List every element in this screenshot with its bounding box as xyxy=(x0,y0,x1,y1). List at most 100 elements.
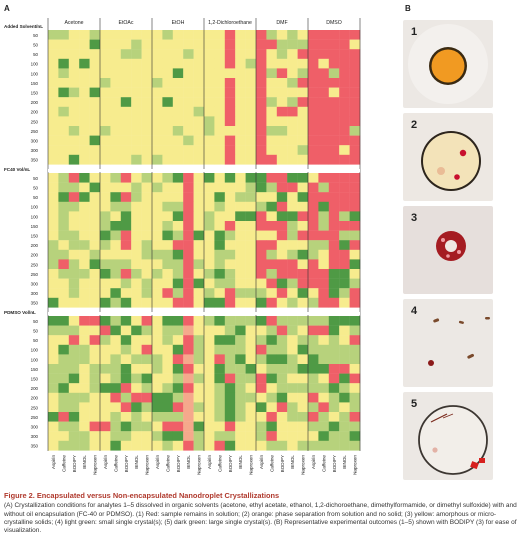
heatmap-cell xyxy=(183,421,194,432)
volume-label: 300 xyxy=(31,425,39,430)
heatmap-cell xyxy=(141,249,153,260)
heatmap-cell xyxy=(110,68,121,79)
heatmap-cell xyxy=(110,87,121,98)
heatmap-cell xyxy=(224,135,236,146)
heatmap-cell xyxy=(266,335,277,345)
heatmap-cell xyxy=(318,383,329,393)
heatmap-cell xyxy=(162,116,173,127)
heatmap-cell xyxy=(89,325,101,336)
heatmap-cell xyxy=(68,373,80,384)
heatmap-cell xyxy=(318,201,329,212)
heatmap-cell xyxy=(235,201,246,212)
heatmap-cell xyxy=(89,230,101,241)
heatmap-cell xyxy=(68,221,80,231)
heatmap-cell xyxy=(131,145,142,155)
heatmap-cell xyxy=(266,126,277,136)
heatmap-cell xyxy=(172,182,184,193)
heatmap-cell xyxy=(48,259,59,270)
heatmap-cell xyxy=(152,173,163,183)
heatmap-cell xyxy=(48,373,59,384)
heatmap-cell xyxy=(204,421,215,432)
heatmap-cell xyxy=(152,383,163,393)
heatmap-cell xyxy=(120,440,132,451)
heatmap-cell xyxy=(172,87,184,98)
heatmap-cell xyxy=(141,344,153,355)
heatmap-cell xyxy=(214,421,225,432)
heatmap-cell xyxy=(308,249,319,260)
heatmap-cell xyxy=(100,78,111,88)
heatmap-cell xyxy=(100,30,111,40)
heatmap-cell xyxy=(224,249,236,260)
heatmap-cell xyxy=(224,192,236,202)
heatmap-cell xyxy=(328,39,340,50)
heatmap-cell xyxy=(193,431,205,441)
heatmap-cell xyxy=(141,412,153,422)
heatmap-cell xyxy=(214,278,225,289)
heatmap-cell xyxy=(214,78,225,88)
heatmap-cell xyxy=(48,431,59,441)
heatmap-cell xyxy=(349,116,361,127)
heatmap-cell xyxy=(131,68,142,79)
heatmap-cell xyxy=(287,354,298,365)
heatmap-cell xyxy=(162,364,173,374)
heatmap-cell xyxy=(58,325,69,336)
heatmap-cell xyxy=(308,211,319,222)
heatmap-cell xyxy=(141,154,153,165)
section-label: PDMSO Vol/nL xyxy=(4,310,36,315)
heatmap-cell xyxy=(245,440,257,451)
heatmap-cell xyxy=(68,402,80,413)
analyte-label: Aspirin xyxy=(259,455,264,469)
heatmap-cell xyxy=(193,249,205,260)
heatmap-cell xyxy=(172,192,184,202)
heatmap-cell xyxy=(308,145,319,155)
heatmap-cell xyxy=(110,154,121,165)
heatmap-cell xyxy=(245,68,257,79)
heatmap-cell xyxy=(152,39,163,50)
heatmap-cell xyxy=(68,230,80,241)
heatmap-cell xyxy=(349,154,361,165)
heatmap-cell xyxy=(131,240,142,250)
heatmap-cell xyxy=(183,145,194,155)
heatmap-cell xyxy=(79,30,90,40)
heatmap-cell xyxy=(276,211,288,222)
heatmap-cell xyxy=(235,173,246,183)
heatmap-cell xyxy=(152,335,163,345)
heatmap-cell xyxy=(266,297,277,308)
heatmap-cell xyxy=(328,421,340,432)
heatmap-cell xyxy=(58,402,69,413)
heatmap-cell xyxy=(214,173,225,183)
heatmap-cell xyxy=(308,392,319,403)
heatmap-cell xyxy=(58,201,69,212)
heatmap-cell xyxy=(339,230,350,241)
heatmap-cell xyxy=(68,392,80,403)
heatmap-cell xyxy=(120,240,132,250)
heatmap-cell xyxy=(297,316,309,326)
heatmap-cell xyxy=(318,412,329,422)
heatmap-cell xyxy=(120,230,132,241)
heatmap-cell xyxy=(120,39,132,50)
heatmap-cell xyxy=(204,240,215,250)
heatmap-cell xyxy=(224,49,236,59)
heatmap-cell xyxy=(183,325,194,336)
heatmap-cell xyxy=(339,116,350,127)
heatmap-cell xyxy=(120,297,132,308)
outcome-number-1: 1 xyxy=(411,26,417,38)
heatmap-cell xyxy=(349,240,361,250)
heatmap-cell xyxy=(193,392,205,403)
volume-label: 50 xyxy=(33,338,38,343)
heatmap-cell xyxy=(308,68,319,79)
heatmap-cell xyxy=(245,373,257,384)
heatmap-cell xyxy=(162,97,173,107)
volume-label: 300 xyxy=(31,291,39,296)
heatmap-cell xyxy=(349,182,361,193)
heatmap-cell xyxy=(214,182,225,193)
heatmap-cell xyxy=(224,30,236,40)
heatmap-cell xyxy=(89,116,101,127)
heatmap-cell xyxy=(131,373,142,384)
heatmap-cell xyxy=(224,145,236,155)
heatmap-cell xyxy=(297,354,309,365)
heatmap-cell xyxy=(48,383,59,393)
heatmap-cell xyxy=(235,297,246,308)
heatmap-cell xyxy=(79,440,90,451)
heatmap-cell xyxy=(131,269,142,279)
